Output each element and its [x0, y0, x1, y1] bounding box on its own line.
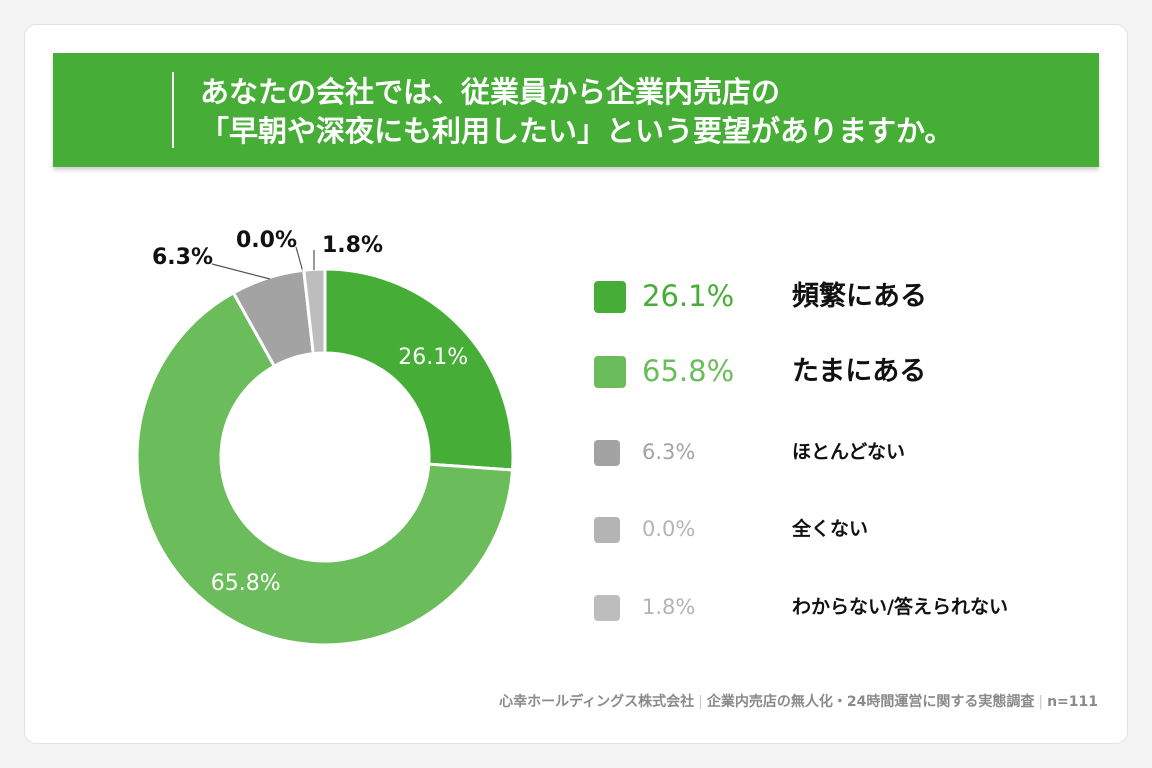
source-footer: 心幸ホールディングス株式会社 | 企業内売店の無人化・24時間運営に関する実態調査 |… — [499, 691, 1098, 711]
legend-swatch — [594, 517, 620, 543]
legend-swatch — [594, 440, 620, 466]
slice-outside-value-label: 0.0% — [236, 228, 297, 253]
leader-line — [211, 263, 271, 280]
legend-percent: 1.8% — [642, 595, 696, 619]
donut-slice — [135, 290, 515, 647]
chart-title-line-2: 「早朝や深夜にも利用したい」という要望がありますか。 — [200, 114, 954, 148]
legend-percent: 26.1% — [642, 279, 735, 313]
legend-percent: 6.3% — [642, 440, 696, 464]
legend-label: 頻繁にある — [792, 281, 927, 312]
legend-label: 全くない — [792, 518, 869, 540]
donut-slice — [302, 267, 327, 356]
legend-swatch — [594, 595, 620, 621]
slice-outside-value-label: 6.3% — [152, 245, 213, 270]
leader-line — [295, 246, 304, 273]
footer-survey: 企業内売店の無人化・24時間運営に関する実態調査 — [706, 694, 1035, 710]
footer-separator: | — [1038, 694, 1044, 710]
legend-label: わからない/答えられない — [792, 596, 1008, 618]
slice-outside-value-label: 1.8% — [322, 233, 383, 258]
slice-value-label: 65.8% — [211, 571, 281, 596]
legend-percent: 0.0% — [642, 517, 696, 541]
title-accent-bar — [172, 72, 174, 148]
legend-label: ほとんどない — [792, 441, 906, 463]
legend-label: たまにある — [792, 356, 927, 387]
footer-separator: | — [698, 694, 703, 710]
legend-swatch — [594, 281, 626, 313]
footer-company: 心幸ホールディングス株式会社 — [499, 694, 695, 710]
legend-swatch — [594, 356, 626, 388]
chart-title-line-1: あなたの会社では、従業員から企業内売店の — [200, 75, 781, 109]
title-banner — [53, 53, 1099, 167]
slice-value-label: 26.1% — [398, 345, 468, 370]
legend-percent: 65.8% — [642, 354, 735, 388]
donut-slice — [323, 267, 515, 472]
footer-sample-size: n=111 — [1047, 694, 1098, 710]
